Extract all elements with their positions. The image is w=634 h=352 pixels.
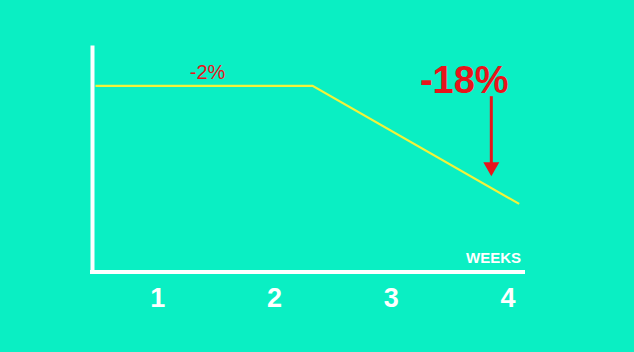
x-axis-label: WEEKS [466,249,521,266]
x-axis: 1 2 3 4 [90,272,525,313]
x-tick: 2 [267,272,282,313]
background [0,0,634,352]
annotation: -18% [420,59,509,101]
arrow-shaft [490,96,493,166]
x-tick-label: 4 [500,283,515,313]
y-axis-line [91,46,95,273]
y-axis [92,46,93,273]
x-tick: 4 [500,272,515,313]
x-tick: 1 [150,272,165,313]
line [96,86,520,204]
x-axis-line [90,270,525,274]
x-tick: 3 [384,272,399,313]
x-tick-label: 1 [150,283,165,313]
annotation: -2% [190,61,226,83]
chart: 1 2 3 4 WEEKS -2% -18% [0,0,634,352]
x-tick-label: 2 [267,283,282,313]
x-tick-label: 3 [384,283,399,313]
plot-area [96,86,520,204]
arrow-head [483,162,499,176]
